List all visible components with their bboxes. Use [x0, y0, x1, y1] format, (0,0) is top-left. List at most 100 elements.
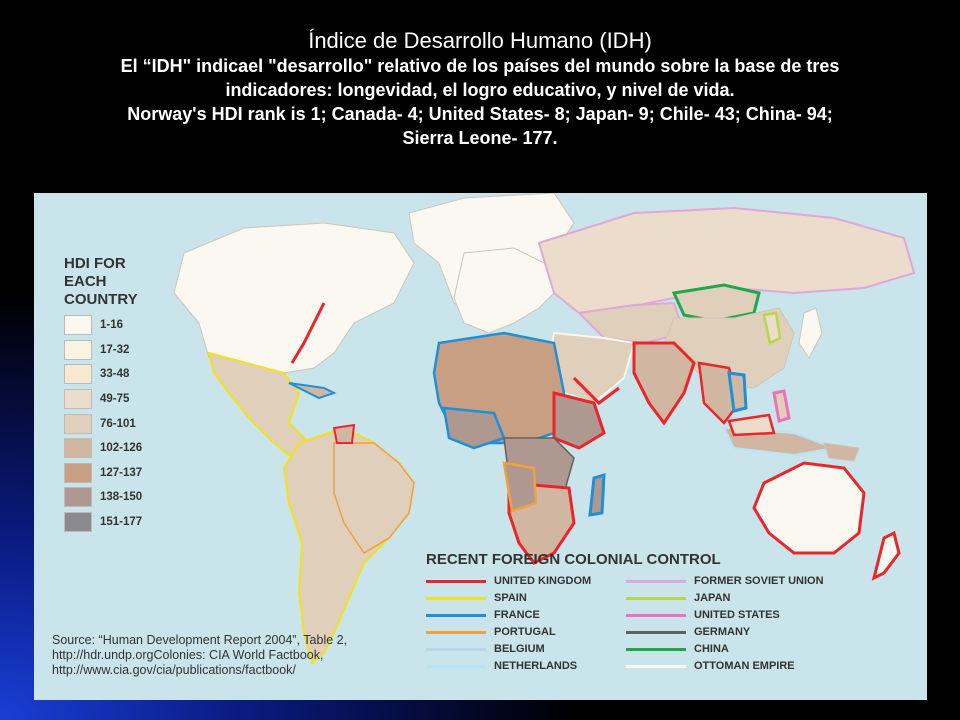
colonial-legend-item: SPAIN: [426, 591, 626, 605]
colonial-legend-label: JAPAN: [694, 592, 731, 604]
colonial-legend-item: CHINA: [626, 642, 826, 656]
north-america-shape: [173, 222, 415, 374]
hdi-swatch: [64, 389, 92, 410]
australia-shape: [752, 461, 866, 555]
colonial-legend-label: UNITED KINGDOM: [494, 575, 592, 587]
hdi-legend-item: 127-137: [64, 461, 174, 486]
colonial-legend-item: GERMANY: [626, 625, 826, 639]
hdi-legend-item: 76-101: [64, 411, 174, 436]
hdi-legend-title-1: HDI FOR: [64, 255, 126, 272]
colonial-line-swatch: [426, 630, 486, 634]
madagascar-shape: [588, 472, 606, 517]
papua-new-guinea-shape: [823, 442, 860, 462]
hdi-legend-label: 49-75: [100, 393, 130, 406]
hdi-legend-label: 127-137: [100, 466, 143, 479]
hdi-legend-label: 151-177: [100, 516, 143, 529]
colonial-line-swatch: [426, 647, 486, 651]
india-shape: [632, 341, 696, 426]
angola-shape: [502, 461, 538, 513]
colonial-line-swatch: [626, 579, 686, 583]
source-line-3: http://www.cia.gov/cia/publications/fact…: [52, 663, 296, 677]
colonial-legend-label: GERMANY: [694, 626, 751, 638]
japan-shape: [798, 307, 823, 359]
mongolia-shape: [671, 283, 761, 323]
colonial-legend-label: PORTUGAL: [494, 626, 556, 638]
subtitle-line-4: Sierra Leone- 177.: [402, 128, 558, 148]
colonial-legend-item: OTTOMAN EMPIRE: [626, 659, 826, 673]
hdi-legend-item: 49-75: [64, 387, 174, 412]
indochina-shape: [727, 371, 748, 413]
hdi-legend-item: 1-16: [64, 313, 174, 338]
us-east-coast-uk-line: [290, 302, 326, 364]
colonial-line-swatch: [426, 613, 486, 617]
colonial-line-swatch: [626, 613, 686, 617]
hdi-legend-label: 1-16: [100, 319, 124, 332]
hdi-swatch: [64, 487, 92, 508]
east-africa-shape: [552, 391, 606, 450]
hdi-swatch: [64, 364, 92, 385]
subtitle-line-1: El “IDH" indicael "desarrollo" relativo …: [120, 56, 840, 76]
colonial-legend-item: NETHERLANDS: [426, 659, 626, 673]
hdi-legend-item: 17-32: [64, 338, 174, 363]
hdi-legend-item: 151-177: [64, 510, 174, 535]
colonial-legend-label: NETHERLANDS: [494, 660, 578, 672]
colonial-legend-item: JAPAN: [626, 591, 826, 605]
hdi-swatch: [64, 315, 92, 336]
west-africa-shape: [442, 406, 506, 450]
colonial-legend-item: FORMER SOVIET UNION: [626, 574, 826, 588]
arabia-uk-line: [572, 376, 620, 405]
guianas-shape: [332, 423, 356, 444]
colonial-line-swatch: [426, 579, 486, 583]
colonial-legend-label: SPAIN: [494, 592, 527, 604]
colonial-legend-label: CHINA: [694, 643, 729, 655]
philippines-shape: [772, 389, 791, 423]
hdi-swatch: [64, 512, 92, 533]
hdi-legend-item: 102-126: [64, 436, 174, 461]
world-map-drawing: [173, 193, 916, 665]
colonial-legend-title: RECENT FOREIGN COLONIAL CONTROL: [426, 551, 721, 568]
hdi-swatch: [64, 339, 92, 360]
colonial-line-swatch: [626, 596, 686, 600]
malaysia-borneo-shape: [727, 413, 776, 437]
colonial-legend-grid: UNITED KINGDOM FORMER SOVIET UNION SPAIN…: [426, 574, 826, 673]
colonial-legend: RECENT FOREIGN COLONIAL CONTROL UNITED K…: [426, 551, 826, 673]
hdi-legend-label: 17-32: [100, 343, 130, 356]
hdi-swatch: [64, 438, 92, 459]
colonial-legend-item: PORTUGAL: [426, 625, 626, 639]
source-line-1: Source: “Human Development Report 2004”,…: [52, 633, 348, 647]
caribbean-islands: [288, 382, 337, 400]
colonial-legend-label: OTTOMAN EMPIRE: [694, 660, 795, 672]
colonial-legend-label: UNITED STATES: [694, 609, 780, 621]
slide-header: Índice de Desarrollo Humano (IDH) El “ID…: [20, 28, 940, 150]
hdi-swatch: [64, 462, 92, 483]
hdi-legend-item: 138-150: [64, 485, 174, 510]
colonial-line-swatch: [626, 664, 686, 668]
source-citation: Source: “Human Development Report 2004”,…: [52, 633, 347, 678]
hdi-legend-label: 138-150: [100, 491, 143, 504]
hdi-legend-item: 33-48: [64, 362, 174, 387]
colonial-legend-item: BELGIUM: [426, 642, 626, 656]
hdi-legend-title-3: COUNTRY: [64, 291, 138, 308]
hdi-legend-title-2: EACH: [64, 273, 107, 290]
hdi-legend-label: 102-126: [100, 442, 143, 455]
colonial-legend-label: FRANCE: [494, 609, 540, 621]
colonial-legend-item: UNITED KINGDOM: [426, 574, 626, 588]
europe-shape: [453, 247, 560, 334]
new-zealand-shape: [871, 530, 901, 581]
world-map: HDI FOR EACH COUNTRY 1-16 17-32 33-48 49…: [34, 193, 927, 700]
colonial-legend-label: FORMER SOVIET UNION: [694, 575, 824, 587]
slide-title: Índice de Desarrollo Humano (IDH): [308, 28, 652, 53]
colonial-legend-label: BELGIUM: [494, 643, 545, 655]
colonial-legend-item: FRANCE: [426, 608, 626, 622]
colonial-line-swatch: [426, 596, 486, 600]
colonial-line-swatch: [426, 664, 486, 668]
colonial-line-swatch: [626, 647, 686, 651]
subtitle-line-3: Norway's HDI rank is 1; Canada- 4; Unite…: [127, 104, 833, 124]
korea-shape: [762, 311, 782, 345]
source-line-2: http://hdr.undp.orgColonies: CIA World F…: [52, 648, 324, 662]
colonial-legend-item: UNITED STATES: [626, 608, 826, 622]
hdi-legend-label: 76-101: [100, 417, 136, 430]
subtitle-line-2: indicadores: longevidad, el logro educat…: [225, 80, 735, 100]
hdi-swatch: [64, 413, 92, 434]
brazil-shape: [333, 442, 415, 555]
